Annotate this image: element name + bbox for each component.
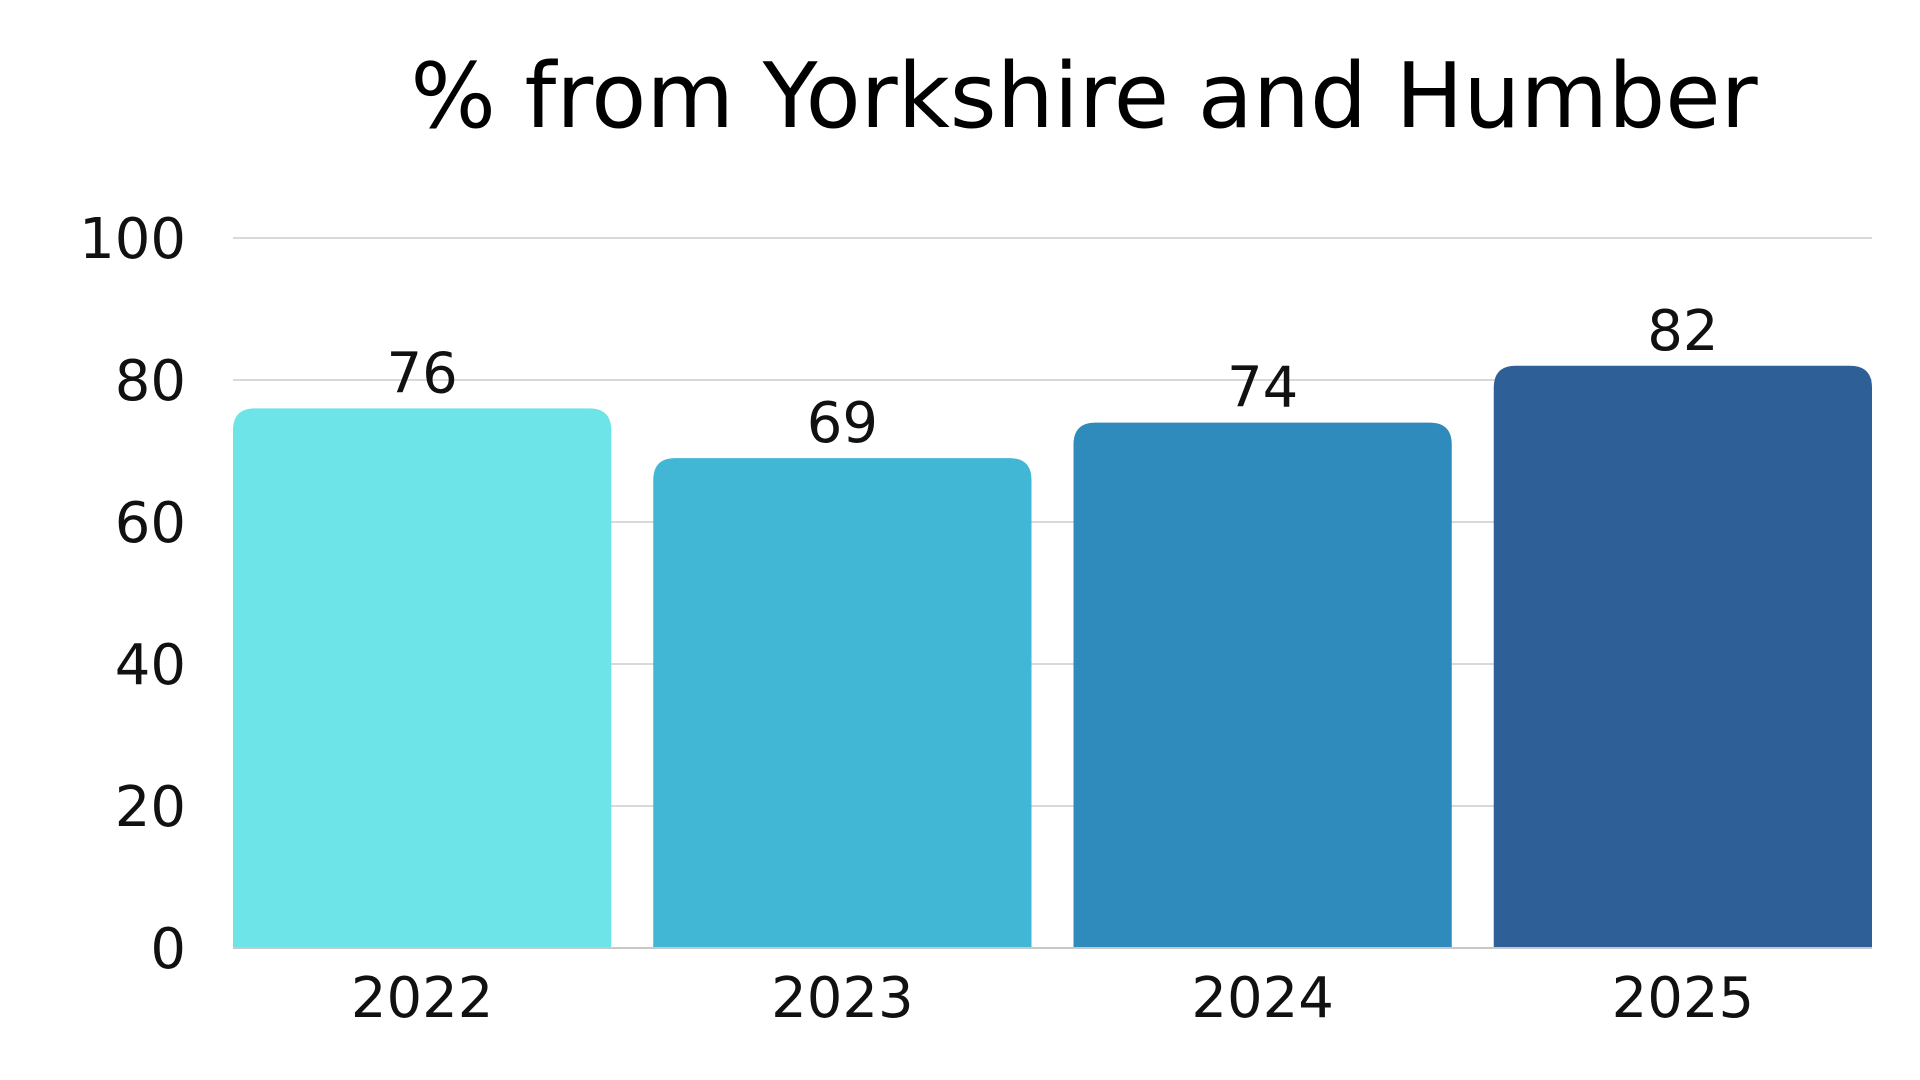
data-label-2023: 69 [807,391,878,456]
y-tick-label: 60 [115,491,186,556]
y-axis: 0 20 40 60 80 100 [79,207,186,982]
data-label-2022: 76 [386,341,457,406]
y-tick-label: 0 [150,917,186,982]
data-label-2024: 74 [1227,356,1298,421]
bar-2023 [653,458,1032,948]
y-tick-label: 40 [115,633,186,698]
bar-2022 [233,408,612,948]
x-tick-label-2025: 2025 [1612,966,1755,1031]
x-axis: 2022 2023 2024 2025 [233,947,1872,1031]
x-tick-label-2022: 2022 [351,966,494,1031]
bar-2024 [1073,422,1452,949]
data-label-2025: 82 [1647,299,1718,364]
y-tick-label: 80 [115,349,186,414]
chart-title: % from Yorkshire and Humber [410,44,1757,149]
bars [233,365,1872,949]
y-tick-label: 20 [115,775,186,840]
bar-2025 [1493,365,1872,948]
x-tick-label-2023: 2023 [771,966,914,1031]
x-tick-label-2024: 2024 [1191,966,1334,1031]
y-tick-label: 100 [79,207,186,272]
data-labels: 76 69 74 82 [386,299,1718,456]
